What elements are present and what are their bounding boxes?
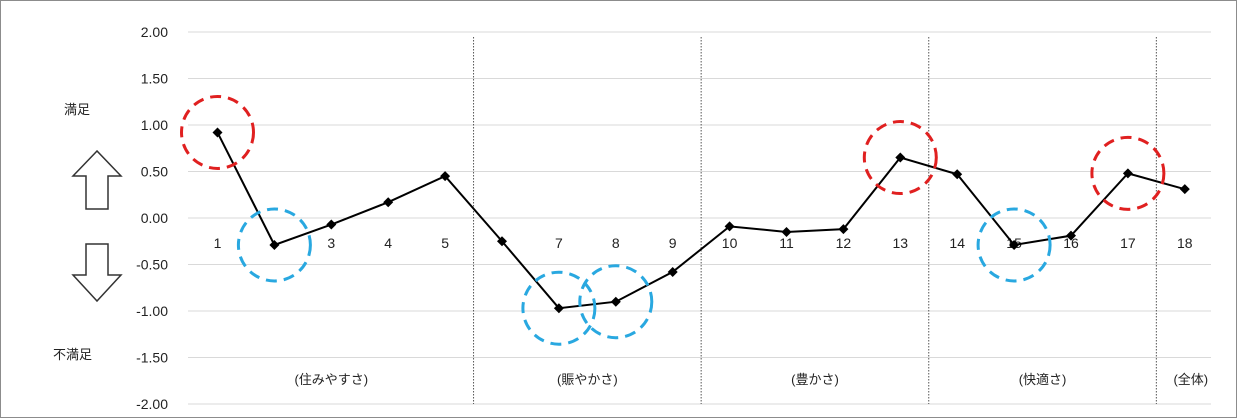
x-tick-label: 13	[893, 235, 909, 251]
data-point	[440, 171, 451, 182]
data-point	[838, 224, 849, 235]
x-tick-label: 9	[669, 235, 677, 251]
x-tick-label: 17	[1120, 235, 1136, 251]
y-axis-ticks: 2.00 1.50 1.00 0.50 0.00 -0.50 -1.00 -1.50 -2.00	[136, 24, 168, 412]
y-tick-label: -0.50	[136, 257, 168, 273]
group-label: (賑やかさ)	[557, 372, 618, 387]
data-point	[895, 152, 906, 163]
y-tick-label: -1.00	[136, 303, 168, 319]
group-labels: (住みやすさ) (賑やかさ) (豊かさ) (快適さ) (全体)	[294, 372, 1208, 387]
highlight-circle	[236, 207, 312, 283]
x-tick-label: 10	[722, 235, 738, 251]
x-tick-label: 16	[1063, 235, 1079, 251]
x-tick-label: 5	[441, 235, 449, 251]
highlight-circle	[578, 264, 654, 340]
data-point	[1122, 168, 1133, 179]
group-label: (豊かさ)	[791, 372, 839, 387]
highlight-circles	[180, 94, 1166, 346]
highlight-circle	[976, 207, 1052, 283]
y-tick-label: 2.00	[141, 24, 168, 40]
data-point	[610, 296, 621, 307]
x-tick-label: 12	[836, 235, 852, 251]
x-tick-label: 8	[612, 235, 620, 251]
data-point	[497, 236, 507, 247]
data-point	[326, 219, 337, 230]
x-tick-label: 3	[327, 235, 335, 251]
data-point	[1179, 184, 1190, 195]
data-point	[269, 239, 280, 250]
y-tick-label: 1.00	[141, 117, 168, 133]
highlight-circle	[862, 120, 938, 196]
y-tick-label: 1.50	[141, 71, 168, 87]
data-point	[212, 127, 223, 138]
up-arrow-icon	[71, 149, 123, 210]
highlight-circle	[521, 270, 597, 346]
data-point	[781, 226, 792, 237]
data-point	[667, 266, 678, 277]
data-point	[1066, 230, 1076, 241]
y-tick-label: 0.50	[141, 164, 168, 180]
data-point	[1009, 239, 1020, 250]
x-tick-label: 11	[779, 235, 794, 251]
satisfaction-indicator: 満足 不満足	[53, 102, 123, 362]
data-point	[383, 197, 394, 208]
x-tick-label: 4	[384, 235, 392, 251]
satisfied-label: 満足	[64, 102, 90, 117]
series	[212, 127, 1190, 314]
y-tick-label: 0.00	[141, 210, 168, 226]
group-label: (全体)	[1173, 372, 1208, 387]
highlight-circle	[1090, 135, 1166, 211]
down-arrow-icon	[71, 243, 123, 303]
data-point	[553, 303, 564, 314]
highlight-circle	[180, 94, 255, 170]
x-tick-label: 18	[1177, 235, 1193, 251]
y-tick-label: -1.50	[136, 350, 168, 366]
gridlines	[188, 31, 1211, 405]
group-dividers	[473, 37, 1157, 404]
data-point	[724, 221, 735, 232]
y-tick-label: -2.00	[136, 396, 168, 412]
x-tick-label: 1	[214, 235, 222, 251]
group-label: (住みやすさ)	[294, 372, 368, 387]
group-label: (快適さ)	[1019, 372, 1067, 387]
dissatisfied-label: 不満足	[53, 347, 92, 362]
data-point	[952, 169, 963, 180]
x-tick-label: 14	[949, 235, 965, 251]
x-tick-label: 7	[555, 235, 563, 251]
series-line	[216, 131, 1186, 310]
